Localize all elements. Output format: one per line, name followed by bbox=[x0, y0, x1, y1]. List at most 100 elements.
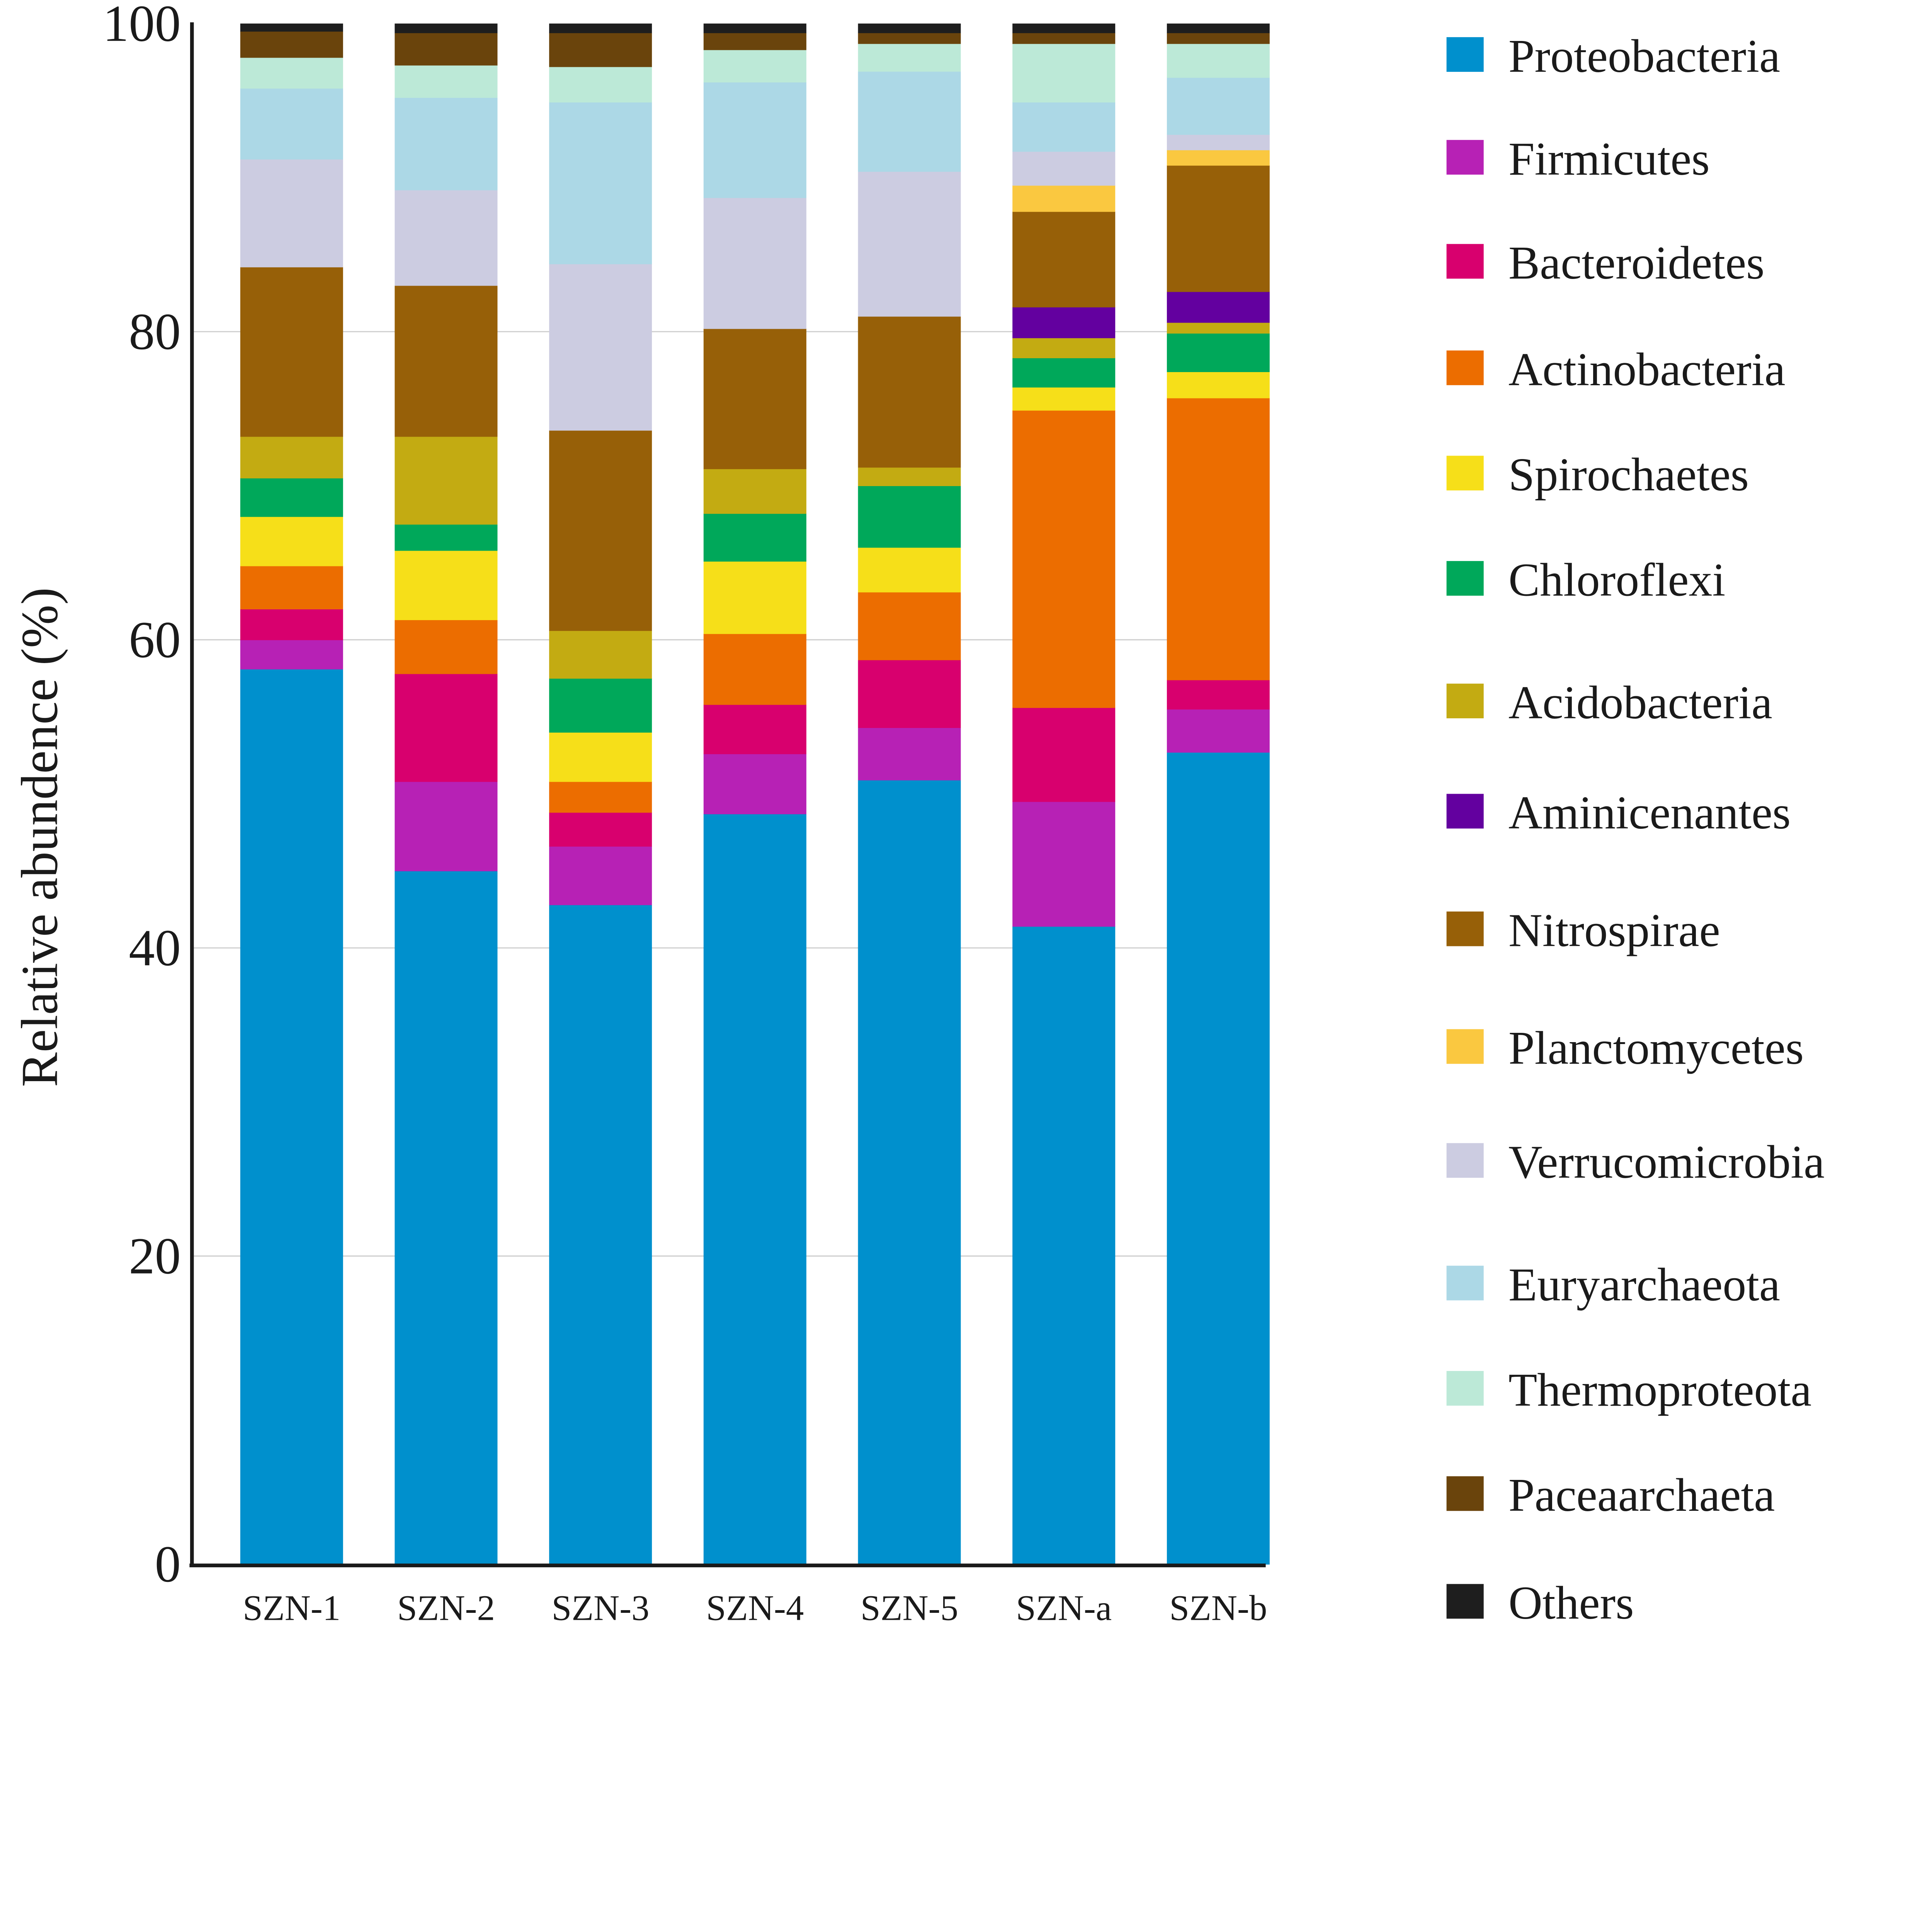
bar-segment-bacteroidetes-szn-2 bbox=[395, 673, 498, 782]
x-tick-label: SZN-3 bbox=[552, 1588, 650, 1628]
bar-segment-bacteroidetes-szn-3 bbox=[549, 812, 652, 847]
legend-label: Nitrospirae bbox=[1509, 905, 1720, 957]
legend-label: Spirochaetes bbox=[1509, 449, 1749, 501]
x-tick-label: SZN-5 bbox=[861, 1588, 958, 1628]
bar-segment-proteobacteria-szn-a bbox=[1012, 926, 1116, 1565]
y-tick-label: 40 bbox=[129, 919, 181, 977]
bar-segment-chloroflexi-szn-b bbox=[1167, 333, 1270, 372]
bar-segment-firmicutes-szn-3 bbox=[549, 846, 652, 905]
bars bbox=[240, 23, 1270, 1565]
legend-label: Paceaarchaeta bbox=[1509, 1469, 1775, 1521]
bar-segment-verrucomicrobia-szn-5 bbox=[858, 171, 961, 317]
legend-swatch bbox=[1446, 1584, 1484, 1619]
x-tick-label: SZN-2 bbox=[397, 1588, 495, 1628]
y-tick-label: 100 bbox=[103, 0, 181, 53]
bar-segment-chloroflexi-szn-4 bbox=[703, 513, 806, 562]
bar-segment-acidobacteria-szn-5 bbox=[858, 467, 961, 486]
bar-segment-firmicutes-szn-a bbox=[1012, 801, 1116, 927]
legend-label: Firmicutes bbox=[1509, 133, 1710, 185]
bar-segment-verrucomicrobia-szn-1 bbox=[240, 159, 343, 267]
bar-segment-proteobacteria-szn-5 bbox=[858, 780, 961, 1565]
bar-segment-nitrospirae-szn-2 bbox=[395, 285, 498, 437]
bar-segment-firmicutes-szn-1 bbox=[240, 639, 343, 670]
bar-segment-proteobacteria-szn-2 bbox=[395, 871, 498, 1565]
bar-segment-aminicenantes-szn-a bbox=[1012, 307, 1116, 338]
y-tick-label: 0 bbox=[155, 1536, 181, 1593]
bar-segment-euryarchaeota-szn-3 bbox=[549, 102, 652, 264]
x-tick-labels: SZN-1 SZN-2 SZN-3 SZN-4 SZN-5 SZN-a SZN-b bbox=[243, 1588, 1267, 1628]
legend-swatch bbox=[1446, 684, 1484, 718]
bar-segment-others-szn-b bbox=[1167, 23, 1270, 33]
legend-swatch bbox=[1446, 561, 1484, 596]
bar-segment-planctomycetes-szn-b bbox=[1167, 150, 1270, 166]
bar-segment-chloroflexi-szn-2 bbox=[395, 524, 498, 551]
bar-segment-paceaarchaeta-szn-5 bbox=[858, 32, 961, 44]
bar-segment-paceaarchaeta-szn-2 bbox=[395, 32, 498, 66]
bar-segment-proteobacteria-szn-b bbox=[1167, 752, 1270, 1565]
y-tick-labels: 0 20 40 60 80 100 bbox=[103, 0, 181, 1593]
x-tick-label: SZN-a bbox=[1016, 1588, 1112, 1628]
bar-segment-acidobacteria-szn-4 bbox=[703, 469, 806, 514]
bar-segment-nitrospirae-szn-3 bbox=[549, 430, 652, 631]
bar-segment-euryarchaeota-szn-1 bbox=[240, 88, 343, 160]
legend-swatch bbox=[1446, 1476, 1484, 1511]
bar-segment-nitrospirae-szn-5 bbox=[858, 316, 961, 468]
bar-segment-others-szn-4 bbox=[703, 23, 806, 33]
bar-segment-actinobacteria-szn-1 bbox=[240, 566, 343, 609]
bar-segment-verrucomicrobia-szn-b bbox=[1167, 134, 1270, 150]
bar-segment-bacteroidetes-szn-4 bbox=[703, 704, 806, 754]
bar-segment-bacteroidetes-szn-1 bbox=[240, 609, 343, 640]
bar-segment-paceaarchaeta-szn-4 bbox=[703, 32, 806, 50]
bar-segment-euryarchaeota-szn-5 bbox=[858, 71, 961, 172]
bar-segment-thermoproteota-szn-5 bbox=[858, 43, 961, 72]
bar-segment-spirochaetes-szn-a bbox=[1012, 387, 1116, 411]
axes bbox=[189, 22, 1266, 1568]
legend-swatch bbox=[1446, 350, 1484, 385]
bar-segment-actinobacteria-szn-5 bbox=[858, 592, 961, 660]
y-tick-label: 20 bbox=[129, 1228, 181, 1285]
bar-segment-chloroflexi-szn-a bbox=[1012, 358, 1116, 388]
bar-segment-firmicutes-szn-b bbox=[1167, 709, 1270, 753]
legend-swatch bbox=[1446, 140, 1484, 175]
bar-segment-others-szn-3 bbox=[549, 23, 652, 33]
bar-segment-others-szn-2 bbox=[395, 23, 498, 33]
bar-segment-thermoproteota-szn-a bbox=[1012, 43, 1116, 103]
legend-label: Thermoproteota bbox=[1509, 1364, 1812, 1416]
legend-label: Proteobacteria bbox=[1509, 30, 1780, 82]
bar-segment-spirochaetes-szn-2 bbox=[395, 550, 498, 620]
bar-segment-verrucomicrobia-szn-a bbox=[1012, 151, 1116, 186]
legend-swatch bbox=[1446, 1371, 1484, 1406]
bar-segment-spirochaetes-szn-3 bbox=[549, 732, 652, 782]
bar-segment-proteobacteria-szn-4 bbox=[703, 814, 806, 1565]
bar-segment-spirochaetes-szn-4 bbox=[703, 561, 806, 634]
bar-segment-proteobacteria-szn-3 bbox=[549, 905, 652, 1565]
bar-segment-bacteroidetes-szn-5 bbox=[858, 660, 961, 728]
bar-segment-acidobacteria-szn-3 bbox=[549, 630, 652, 679]
bar-segment-proteobacteria-szn-1 bbox=[240, 669, 343, 1565]
bar-segment-paceaarchaeta-szn-3 bbox=[549, 32, 652, 67]
legend-label: Chloroflexi bbox=[1509, 554, 1725, 606]
y-axis-label: Relative abundence (%) bbox=[11, 587, 68, 1087]
bar-segment-chloroflexi-szn-1 bbox=[240, 478, 343, 517]
bar-segment-acidobacteria-szn-2 bbox=[395, 436, 498, 525]
bar-segment-nitrospirae-szn-1 bbox=[240, 267, 343, 437]
bar-segment-acidobacteria-szn-b bbox=[1167, 322, 1270, 334]
bar-segment-thermoproteota-szn-b bbox=[1167, 43, 1270, 78]
legend-swatch bbox=[1446, 911, 1484, 946]
bar-segment-chloroflexi-szn-5 bbox=[858, 486, 961, 548]
bar-segment-actinobacteria-szn-a bbox=[1012, 410, 1116, 708]
bar-segment-planctomycetes-szn-a bbox=[1012, 185, 1116, 212]
y-tick-label: 60 bbox=[129, 611, 181, 669]
legend-label: Aminicenantes bbox=[1509, 787, 1791, 839]
bar-segment-actinobacteria-szn-3 bbox=[549, 781, 652, 813]
bar-segment-spirochaetes-szn-b bbox=[1167, 371, 1270, 398]
bar-segment-actinobacteria-szn-2 bbox=[395, 619, 498, 674]
legend-swatch bbox=[1446, 1143, 1484, 1178]
legend: Proteobacteria Firmicutes Bacteroidetes Act… bbox=[1446, 30, 1825, 1629]
bar-segment-actinobacteria-szn-b bbox=[1167, 398, 1270, 680]
x-tick-label: SZN-b bbox=[1169, 1588, 1267, 1628]
bar-segment-spirochaetes-szn-1 bbox=[240, 516, 343, 566]
bar-segment-euryarchaeota-szn-b bbox=[1167, 77, 1270, 135]
bar-segment-aminicenantes-szn-b bbox=[1167, 291, 1270, 323]
